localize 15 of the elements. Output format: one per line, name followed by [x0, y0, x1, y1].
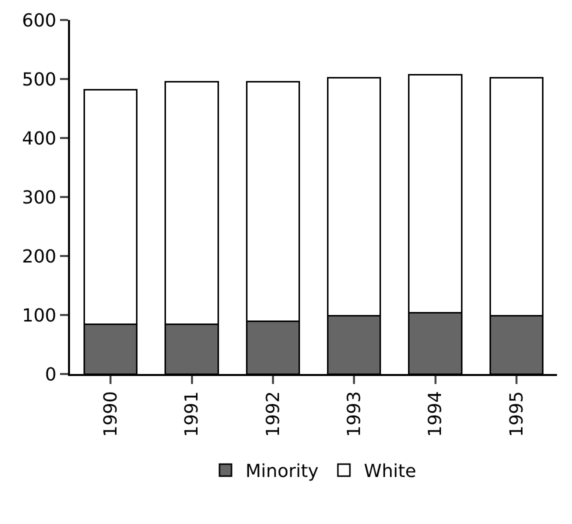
y-tick-label: 100	[22, 305, 56, 326]
y-tick-label: 400	[22, 128, 56, 150]
y-tick-label: 0	[44, 364, 56, 386]
x-tick-label: 1990	[100, 391, 122, 438]
x-tick-label: 1994	[425, 391, 446, 438]
x-tick-label: 1992	[262, 391, 284, 438]
x-tick-label: 1993	[344, 391, 365, 438]
y-tick-label: 200	[22, 246, 56, 268]
legend-label: Minority	[246, 461, 319, 482]
y-tick-label: 600	[22, 10, 56, 32]
y-tick-label: 300	[22, 187, 56, 208]
x-tick-label: 1995	[506, 391, 528, 438]
legend-label: White	[364, 461, 416, 482]
y-tick-label: 500	[22, 69, 56, 90]
x-tick-label: 1991	[182, 391, 203, 438]
